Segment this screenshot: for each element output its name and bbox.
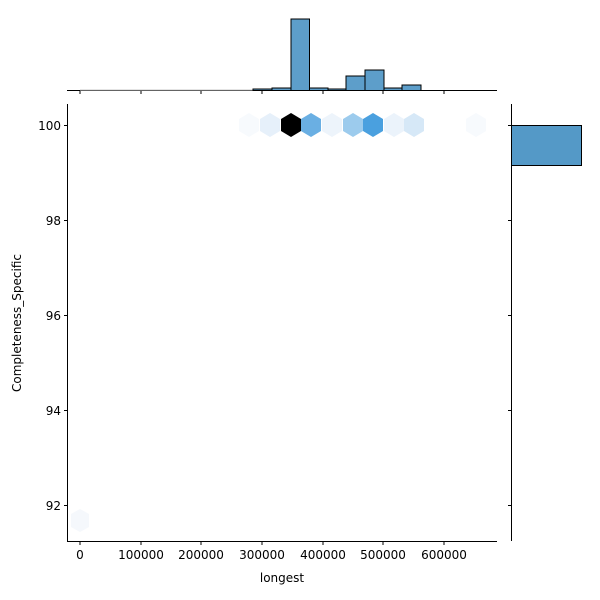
bar — [309, 87, 329, 91]
right-marginal-ticks — [508, 125, 512, 506]
top-marginal-ticks — [79, 90, 445, 94]
hexbin-cell — [343, 113, 363, 137]
x-marginal-histogram — [67, 18, 497, 94]
x-tick-label: 100000 — [118, 548, 164, 562]
hexbin-cell — [363, 113, 383, 137]
hexbin-cell — [71, 509, 89, 532]
x-axis-label: longest — [260, 571, 305, 585]
y-marginal-histogram — [508, 104, 582, 541]
bar — [383, 87, 403, 91]
hexbin-cell — [404, 113, 424, 137]
hexbin-cell — [260, 113, 280, 137]
bar — [511, 125, 582, 166]
y-axis-tick-labels: 92 94 96 98 100 — [38, 119, 61, 513]
x-axis-tick-labels: 0 100000 200000 300000 400000 500000 600… — [76, 548, 467, 562]
top-marginal-bars — [252, 18, 422, 91]
y-tick-label: 94 — [46, 404, 61, 418]
y-tick-label: 92 — [46, 499, 61, 513]
x-tick-label: 400000 — [300, 548, 346, 562]
hexbin-plot-area: 0 100000 200000 300000 400000 500000 600… — [10, 104, 497, 585]
x-tick-label: 200000 — [178, 548, 224, 562]
hexbin-cell — [466, 113, 486, 137]
hexbin-cell — [281, 113, 301, 137]
x-tick-label: 0 — [76, 548, 84, 562]
x-axis-ticks — [79, 541, 445, 545]
y-tick-label: 96 — [46, 309, 61, 323]
hexbin-cells — [71, 113, 486, 532]
y-tick-label: 100 — [38, 119, 61, 133]
hexbin-cell — [384, 113, 404, 137]
x-tick-label: 300000 — [239, 548, 285, 562]
bar — [252, 88, 273, 91]
y-axis-ticks — [64, 125, 68, 506]
y-axis-label: Completeness_Specific — [10, 254, 24, 392]
bar — [364, 69, 385, 91]
bar — [345, 75, 366, 91]
x-tick-label: 500000 — [360, 548, 406, 562]
bar — [401, 84, 422, 91]
bar — [327, 88, 347, 91]
y-tick-label: 98 — [46, 214, 61, 228]
hexbin-cell — [322, 113, 342, 137]
x-tick-label: 600000 — [421, 548, 467, 562]
bar — [290, 18, 310, 91]
bar — [271, 87, 292, 91]
hexbin-cell — [239, 113, 259, 137]
hexbin-cell — [301, 113, 321, 137]
